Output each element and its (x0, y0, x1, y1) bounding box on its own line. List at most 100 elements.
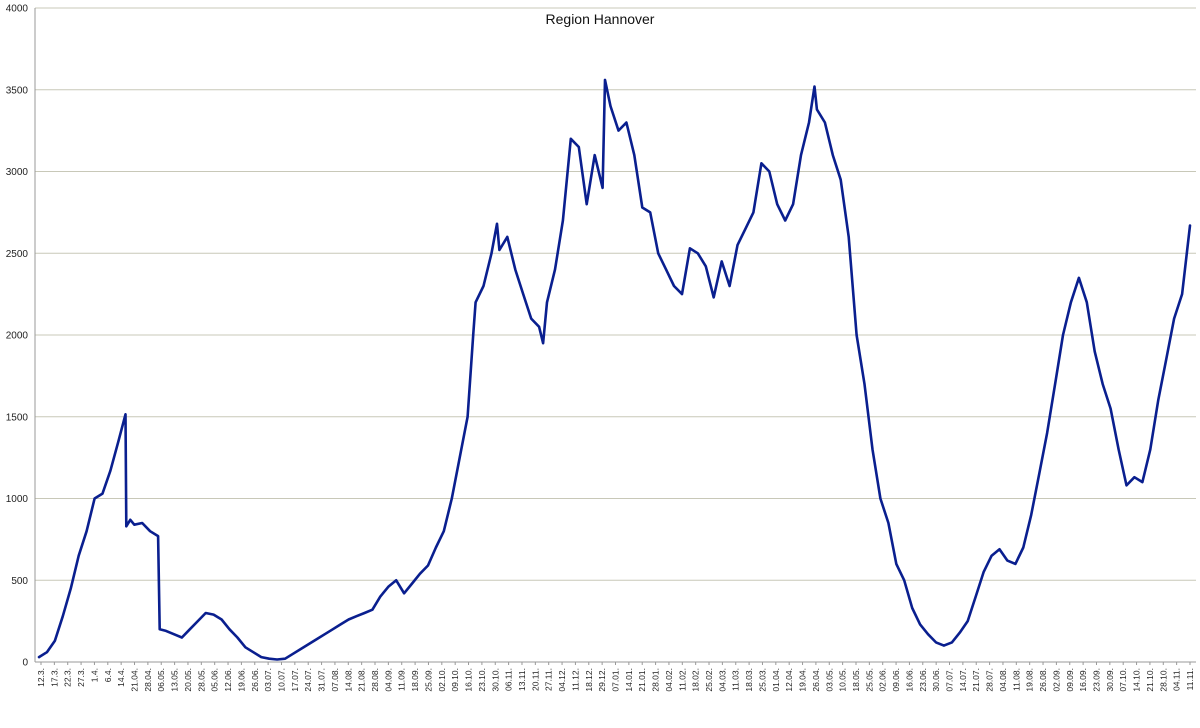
x-tick-label: 12.3. (36, 668, 46, 687)
x-tick-label: 25.05. (864, 668, 874, 692)
data-point (522, 293, 524, 295)
x-tick-label: 01.04. (771, 668, 781, 692)
data-point (538, 326, 540, 328)
data-point (991, 555, 993, 557)
x-tick-label: 07.01. (611, 668, 621, 692)
data-point (165, 630, 167, 632)
data-point (856, 334, 858, 336)
data-point (967, 620, 969, 622)
x-tick-label: 22.3. (63, 668, 73, 687)
data-point (903, 579, 905, 581)
data-point (348, 618, 350, 621)
data-point (863, 383, 866, 385)
data-point (813, 85, 816, 88)
data-point (689, 247, 691, 249)
data-point (268, 658, 270, 660)
data-point (832, 154, 834, 156)
data-point (879, 497, 882, 500)
data-point (109, 470, 111, 472)
x-tick-label: 12.06. (223, 668, 233, 692)
data-point (221, 618, 223, 621)
data-point (475, 301, 477, 303)
data-point (213, 614, 215, 616)
data-point (887, 522, 890, 524)
x-tick-label: 16.09. (1078, 668, 1088, 692)
x-tick-label: 04.02. (664, 668, 674, 692)
x-tick-label: 11.03. (731, 668, 741, 691)
x-tick-label: 09.06. (891, 668, 901, 692)
x-tick-label: 28.05. (196, 668, 206, 692)
data-point (983, 571, 985, 573)
x-tick-label: 11.12. (570, 668, 580, 691)
data-point (649, 211, 651, 213)
series-layer (37, 78, 1192, 661)
data-point (542, 342, 544, 344)
gridlines (35, 7, 1196, 663)
data-point (824, 121, 826, 124)
data-point (46, 651, 48, 653)
data-point (1189, 224, 1191, 227)
data-point (578, 146, 580, 148)
data-point (498, 249, 500, 251)
data-point (514, 269, 516, 271)
x-tick-label: 07.08. (330, 668, 340, 692)
data-point (657, 252, 659, 254)
x-tick-label: 02.09. (1051, 668, 1061, 692)
x-tick-label: 18.09. (410, 668, 420, 692)
x-tick-label: 16.10. (464, 668, 474, 692)
data-point (760, 162, 763, 164)
x-tick-label: 28.10. (1158, 668, 1168, 692)
data-point (467, 416, 469, 418)
data-point (472, 334, 474, 336)
data-point (276, 658, 278, 661)
data-point (1141, 481, 1143, 483)
data-point (1062, 334, 1064, 336)
data-point (641, 206, 643, 209)
x-tick-label: 18.03. (744, 668, 754, 692)
data-point (506, 236, 508, 238)
y-tick-label: 1500 (6, 412, 29, 423)
data-point (562, 219, 564, 222)
x-tick-label: 28.04. (143, 668, 153, 692)
data-point (316, 638, 318, 640)
x-tick-label: 26.08. (1038, 668, 1048, 692)
data-point (1014, 563, 1017, 565)
data-point (340, 623, 342, 626)
data-point (482, 285, 485, 287)
data-point (975, 596, 977, 598)
x-tick-label: 02.10. (437, 668, 447, 692)
data-point (173, 633, 175, 635)
data-point (633, 154, 635, 156)
data-point (697, 252, 699, 254)
x-tick-label: 16.06. (904, 668, 914, 692)
x-tick-label: 27.3. (76, 668, 86, 687)
x-tick-labels: 12.3. 17.3. 22.3. 27.3. 1.4. 6.4. 14.4. 21.04. 2… (36, 662, 1195, 692)
x-tick-label: 13.11. (517, 668, 527, 691)
x-tick-label: 04.11. (1172, 668, 1182, 691)
x-tick-label: 03.07. (263, 668, 273, 692)
data-point (546, 301, 548, 303)
x-tick-label: 21.04. (130, 668, 140, 692)
x-tick-label: 23.06. (918, 668, 928, 692)
data-point (1149, 448, 1151, 450)
x-tick-label: 09.09. (1065, 668, 1075, 692)
x-tick-label: 04.09. (383, 668, 393, 692)
x-tick-label: 21.08. (357, 668, 367, 692)
data-point (1102, 383, 1104, 385)
data-point (54, 640, 56, 642)
data-point (149, 530, 151, 532)
data-point (125, 525, 127, 527)
data-point (871, 448, 874, 450)
x-tick-label: 21.01. (637, 668, 647, 692)
y-tick-label: 500 (11, 576, 28, 587)
x-tick-label: 11.09. (397, 668, 407, 691)
x-tick-label: 1.4. (89, 668, 99, 682)
data-point (1054, 383, 1056, 385)
data-point (1133, 476, 1135, 478)
data-point (496, 223, 498, 225)
data-point (604, 79, 606, 81)
x-tick-label: 10.07. (276, 668, 286, 692)
data-point (363, 612, 366, 614)
data-point (1070, 301, 1072, 303)
